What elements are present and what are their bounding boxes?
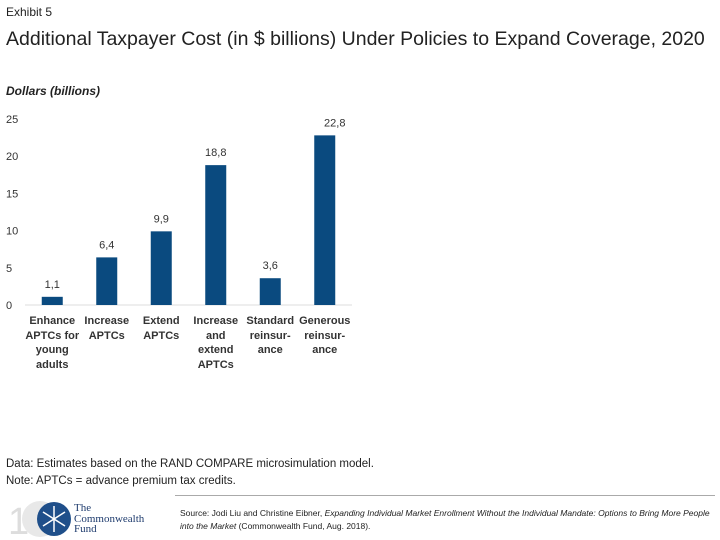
bar [314,135,336,305]
y-tick-label: 0 [6,300,12,312]
x-tick-label: Increase APTCs [84,315,130,342]
y-tick-label: 10 [6,226,18,238]
x-tick-label: Standard reinsur-ance [246,315,295,356]
source-citation: Source: Jodi Liu and Christine Eibner, E… [180,507,710,533]
y-tick-label: 5 [6,263,12,275]
x-tick-label: Enhance APTCs for young adults [25,315,80,371]
data-label: 9,9 [154,213,169,225]
commonwealth-fund-logo: 1 [8,501,71,538]
divider [175,495,715,496]
bar-chart: 0 5 10 15 20 25 1,1 6,4 9,9 18,8 3,6 22,8 [6,114,352,312]
data-label: 18,8 [205,147,226,159]
x-tick-label: Increase and extend APTCs [193,315,239,371]
bar [150,231,172,305]
data-label: 1,1 [45,279,60,291]
bar [96,257,118,305]
data-label: 3,6 [263,260,278,272]
notes: Data: Estimates based on the RAND COMPAR… [6,456,374,490]
apt-note: Note: APTCs = advance premium tax credit… [6,475,236,487]
source-prefix: Source: Jodi Liu and Christine Eibner, [180,508,325,518]
logo-text: The Commonwealth Fund [74,502,145,535]
data-note: Data: Estimates based on the RAND COMPAR… [6,458,374,470]
x-tick-label: Generous reinsur-ance [299,315,351,356]
data-label: 6,4 [99,239,114,251]
y-axis-label: Dollars (billions) [6,84,101,98]
bar [259,278,281,305]
y-tick-label: 15 [6,188,18,200]
source-title: Expanding Individual Market Enrollment W… [180,508,710,531]
y-tick-label: 25 [6,114,18,126]
x-tick-label: Extend APTCs [142,315,180,342]
data-label: 22,8 [324,117,345,129]
y-tick-label: 20 [6,151,18,163]
exhibit-label: Exhibit 5 [6,5,53,19]
chart-title: Additional Taxpayer Cost (in $ billions)… [6,28,705,50]
source-suffix: (Commonwealth Fund, Aug. 2018). [236,521,371,531]
bar [205,165,227,305]
svg-text:1: 1 [8,501,29,538]
bar [41,296,63,305]
